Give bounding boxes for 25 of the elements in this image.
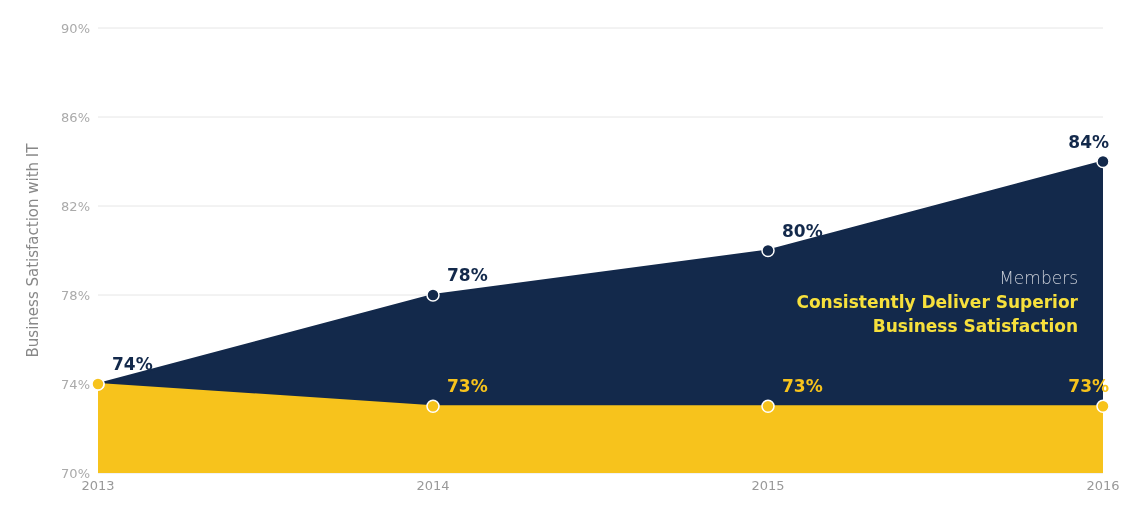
data-label: 78% [447, 265, 488, 285]
annotation: Members [998, 267, 1078, 290]
x-tick-label: 2013 [81, 478, 115, 494]
data-label: 73% [782, 376, 823, 397]
y-tick-label: 78% [61, 287, 90, 303]
y-tick-label: 86% [61, 109, 90, 125]
point [1096, 399, 1110, 413]
point [1096, 154, 1110, 169]
x-tick-label: 2015 [751, 478, 785, 494]
y-axis-title: Business Satisfaction with IT [24, 142, 43, 358]
y-tick-label: 70% [61, 465, 90, 481]
y-tick-label: 74% [61, 376, 90, 392]
point [426, 288, 440, 302]
x-tick-label: 2016 [1086, 478, 1120, 494]
data-label: 73% [447, 376, 488, 397]
annotation: Consistently Deliver Superior Business Satisfaction [795, 291, 1078, 338]
point [761, 243, 775, 258]
point [426, 399, 440, 413]
x-tick-label: 2014 [416, 478, 450, 494]
y-tick-label: 90% [61, 20, 90, 36]
data-label: 74% [112, 354, 153, 374]
data-label: 80% [782, 220, 823, 241]
point [761, 399, 775, 413]
y-tick-label: 82% [61, 198, 90, 214]
data-label: 84% [1068, 131, 1109, 152]
